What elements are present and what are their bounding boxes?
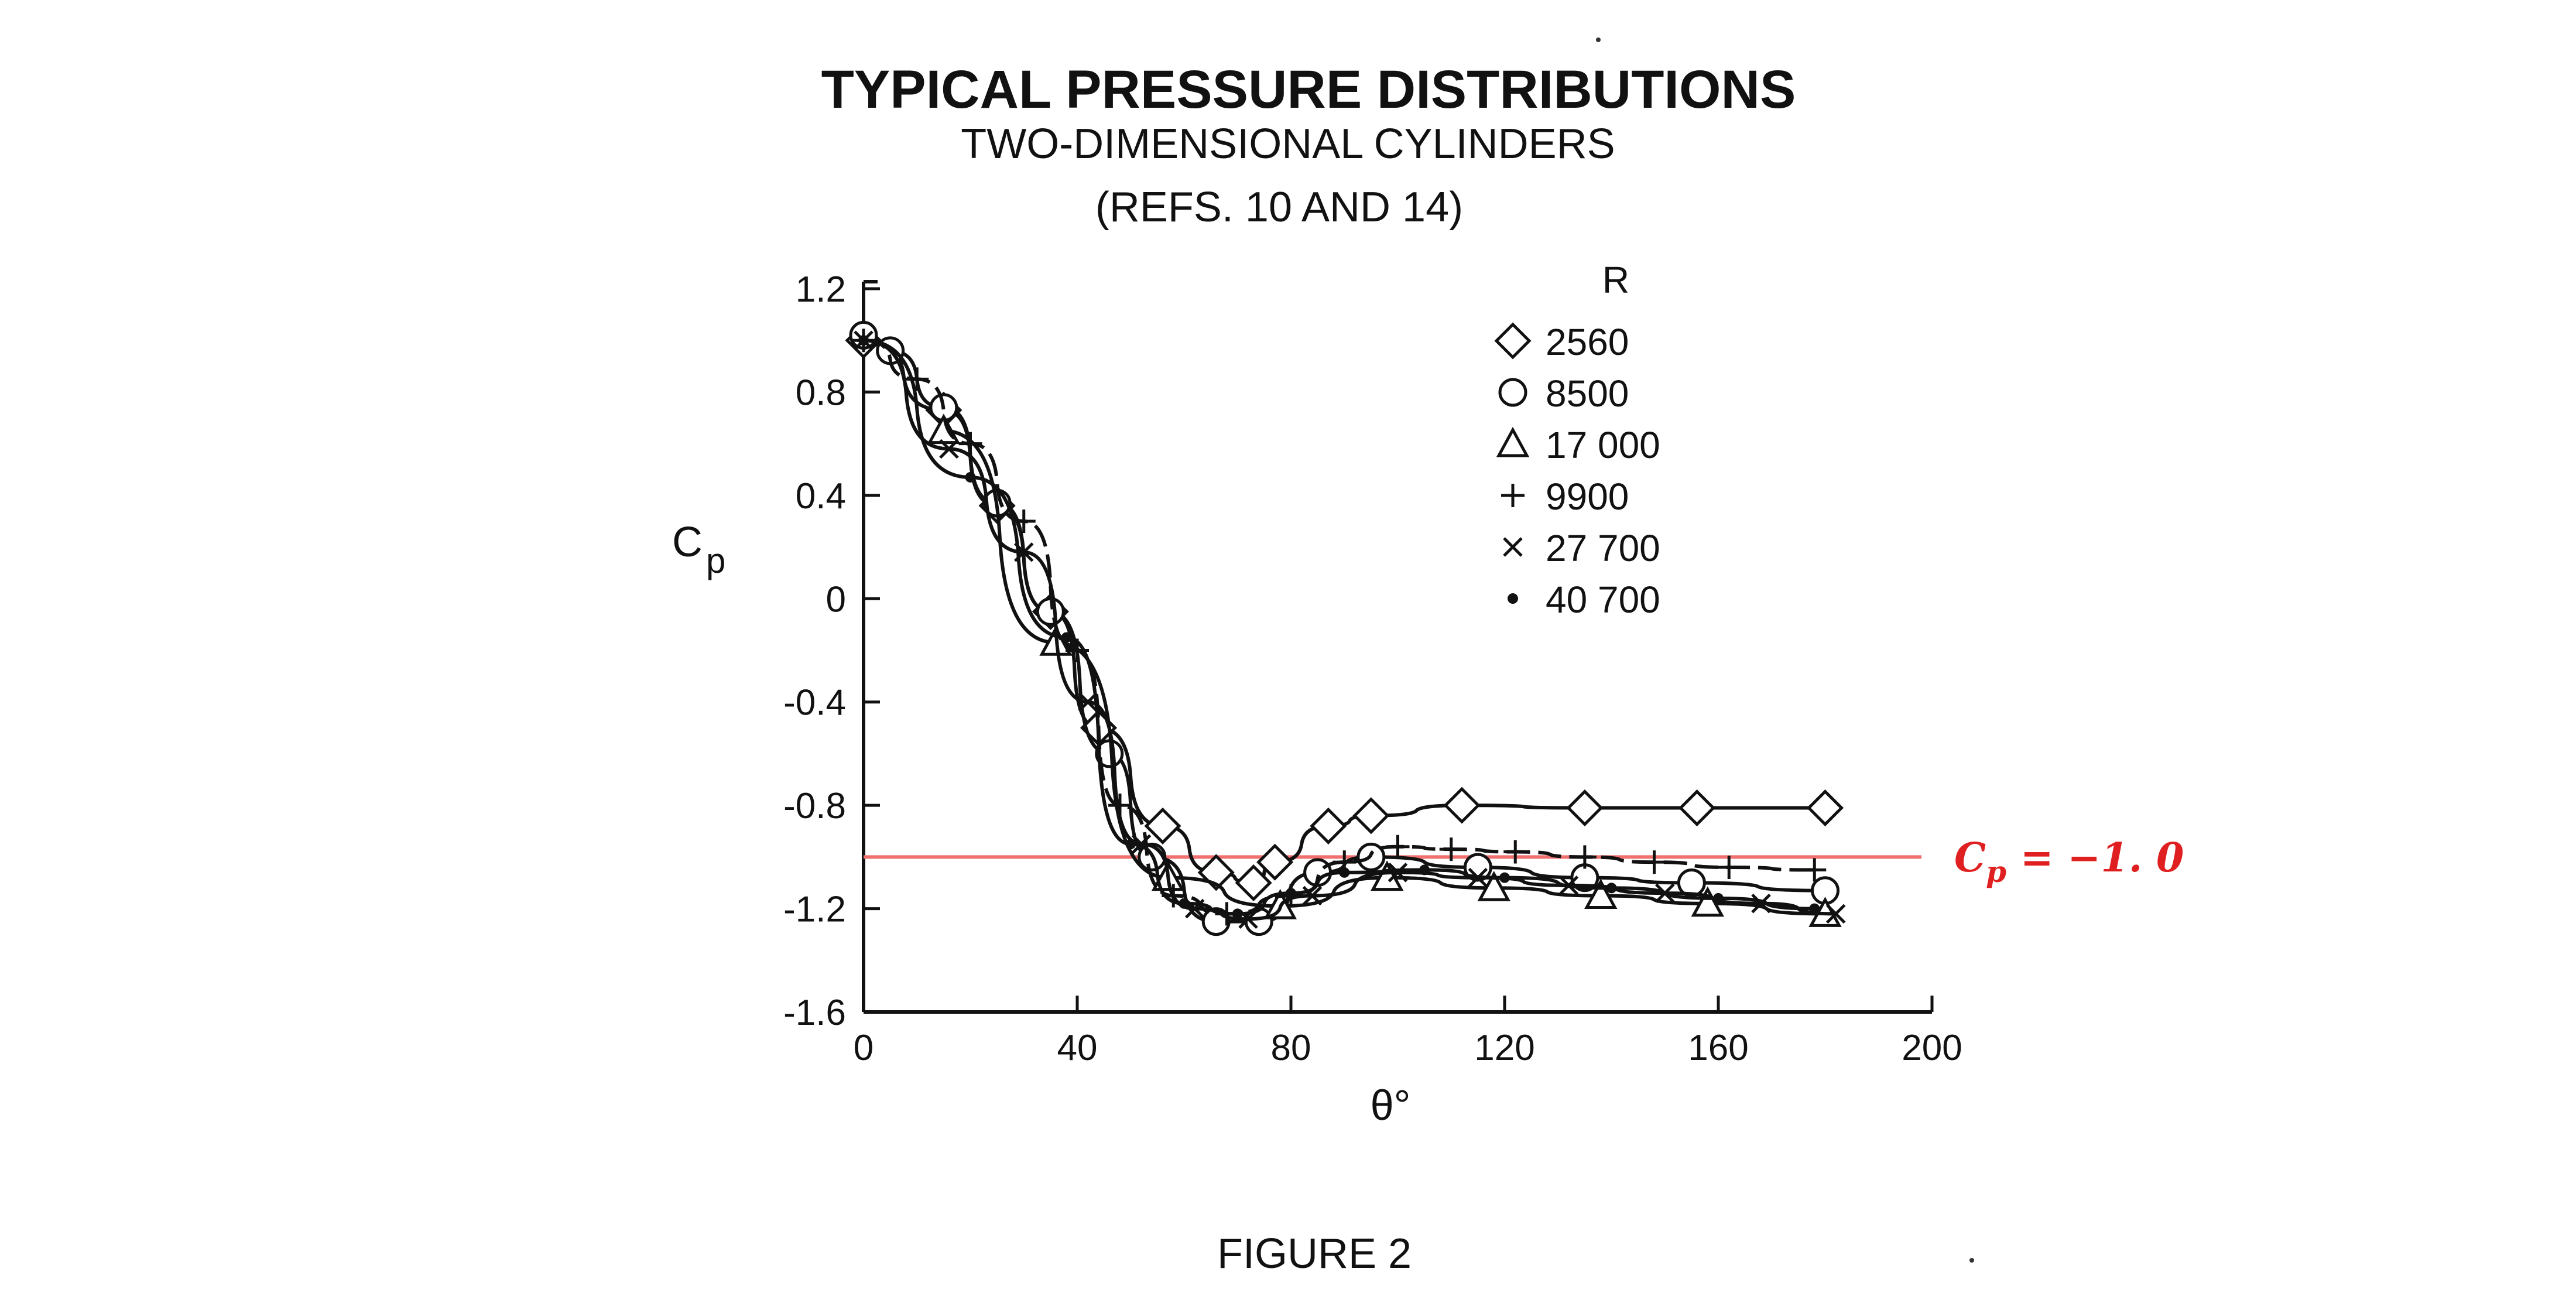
data-point xyxy=(1825,904,1846,924)
data-point xyxy=(1713,893,1724,904)
series-8500 xyxy=(849,320,1839,936)
x-tick-label: 80 xyxy=(1271,1028,1311,1068)
series-2560 xyxy=(845,322,1844,901)
plot-area: 0 40 80 120 160 200 1.2 0.8 0.4 0 -0.4 -0.8 -1.2 -1.6 xyxy=(783,269,1962,1068)
data-point xyxy=(1678,789,1716,827)
data-point xyxy=(1232,908,1243,919)
data-point xyxy=(1573,845,1597,869)
y-tick-label: -1.6 xyxy=(783,993,846,1033)
data-point xyxy=(1499,872,1510,883)
x-tick-label: 200 xyxy=(1902,1028,1962,1068)
data-point xyxy=(1806,789,1844,827)
legend-entry: 9900 xyxy=(1546,476,1629,518)
series-9900 xyxy=(852,329,1827,926)
figure-title: TYPICAL PRESSURE DISTRIBUTIONS xyxy=(821,60,1796,119)
data-point xyxy=(1144,807,1181,844)
data-point xyxy=(1310,807,1347,844)
data-point xyxy=(1677,868,1706,897)
x-axis-label: θ° xyxy=(1371,1082,1411,1129)
data-point xyxy=(1606,883,1617,894)
series-40700 xyxy=(858,335,1820,919)
series-line xyxy=(863,338,1836,921)
data-point xyxy=(1235,864,1272,901)
data-point xyxy=(1751,893,1771,914)
data-point xyxy=(965,471,976,483)
data-point xyxy=(1463,853,1492,882)
stray-mark xyxy=(1596,37,1601,42)
data-point xyxy=(1125,839,1136,850)
data-point xyxy=(1443,787,1481,824)
data-point xyxy=(958,432,982,456)
data-point xyxy=(1584,878,1618,909)
stray-mark xyxy=(1969,1258,1974,1263)
legend-marker-cross xyxy=(1503,537,1523,557)
data-point xyxy=(1717,856,1741,879)
legend-marker-circle xyxy=(1498,378,1527,407)
legend-entry: 8500 xyxy=(1546,372,1629,415)
data-point xyxy=(1286,888,1296,899)
data-point xyxy=(939,439,959,459)
data-point xyxy=(1803,858,1827,882)
data-point xyxy=(1503,840,1527,864)
legend-entry: 2560 xyxy=(1546,321,1629,363)
series-line xyxy=(863,338,1825,885)
data-point xyxy=(1339,867,1350,878)
legend-entry: 27 700 xyxy=(1546,527,1660,569)
legend-entry: 17 000 xyxy=(1546,424,1660,466)
x-tick-label: 0 xyxy=(854,1028,873,1068)
y-tick-label: 0.4 xyxy=(796,476,846,517)
figure-caption: FIGURE 2 xyxy=(1217,1230,1412,1277)
data-point xyxy=(1439,837,1463,861)
data-point xyxy=(1386,835,1410,859)
data-point xyxy=(1566,789,1604,827)
y-tick-label: 0.8 xyxy=(796,372,846,413)
series-line xyxy=(863,333,1825,924)
figure-subtitle: TWO-DIMENSIONAL CYLINDERS xyxy=(961,121,1615,167)
data-point xyxy=(1256,843,1294,881)
figure-refs: (REFS. 10 AND 14) xyxy=(1095,184,1463,231)
legend-marker-dot xyxy=(1508,593,1518,604)
x-tick-label: 120 xyxy=(1474,1028,1534,1068)
data-point xyxy=(1419,864,1430,876)
y-tick-label: 1.2 xyxy=(796,269,846,310)
data-point xyxy=(1477,871,1510,901)
data-point xyxy=(905,367,929,391)
reference-line-label: Cp = −1. 0 xyxy=(1954,835,2184,889)
legend-marker-diamond xyxy=(1494,322,1532,360)
legend: R 2560 8500 17 000 9900 27 700 40 700 xyxy=(1494,259,1660,621)
data-point xyxy=(1388,863,1408,883)
data-point xyxy=(1179,898,1190,909)
data-point xyxy=(1642,850,1666,874)
data-point xyxy=(1012,509,1036,533)
legend-title: R xyxy=(1602,259,1629,301)
series-27700 xyxy=(854,330,1846,929)
data-point xyxy=(1061,632,1072,643)
legend-marker-triangle xyxy=(1496,426,1530,457)
y-tick-label: 0 xyxy=(826,579,846,620)
y-tick-label: -1.2 xyxy=(783,890,846,930)
series-line xyxy=(863,338,1815,916)
x-tick-label: 40 xyxy=(1057,1028,1098,1068)
y-tick-label: -0.8 xyxy=(783,786,846,826)
legend-entry: 40 700 xyxy=(1546,579,1660,621)
x-tick-label: 160 xyxy=(1688,1028,1748,1068)
data-point xyxy=(1809,903,1820,914)
legend-marker-plus xyxy=(1501,484,1525,507)
data-point xyxy=(858,335,869,346)
data-point xyxy=(1352,797,1390,835)
data-point xyxy=(1691,886,1724,917)
y-tick-label: -0.4 xyxy=(783,683,846,723)
